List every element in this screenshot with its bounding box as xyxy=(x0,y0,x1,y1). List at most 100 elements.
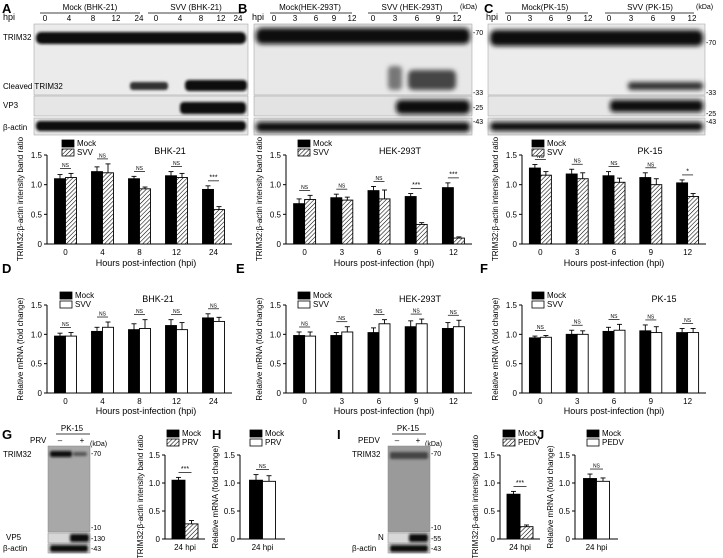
x-tick-label: 12 xyxy=(683,248,692,257)
significance-label: NS xyxy=(301,185,309,191)
significance-label: NS xyxy=(136,166,144,172)
x-tick-label: 24 xyxy=(209,248,218,257)
y-tick-label: 0.5 xyxy=(506,210,518,219)
x-tick-label: 0 xyxy=(538,397,543,406)
x-tick-label: 9 xyxy=(414,397,419,406)
bar xyxy=(66,178,77,244)
y-tick-label: 0 xyxy=(156,535,161,544)
y-axis-label: TRIM32:β-actin intensity band ratio xyxy=(491,136,500,261)
bar xyxy=(342,200,353,244)
lane-label: 9 xyxy=(436,14,441,23)
lane-label: 0 xyxy=(371,14,376,23)
significance-label: NS xyxy=(413,309,421,315)
bar xyxy=(405,327,416,393)
significance-label: NS xyxy=(647,314,655,320)
chart-e-mrna: 0 0.5 1.0 1.5 Relative mRNA (fold change) NS 0… xyxy=(255,291,472,416)
significance-label: NS xyxy=(173,309,181,315)
lane-label: 3 xyxy=(293,14,298,23)
legend-label: Mock xyxy=(313,291,333,300)
bar xyxy=(507,494,520,539)
y-tick-label: 0 xyxy=(38,240,43,249)
bar xyxy=(250,480,263,539)
legend-swatch xyxy=(62,140,74,147)
legend-swatch xyxy=(167,430,179,437)
bar xyxy=(566,174,577,244)
bar xyxy=(651,333,662,393)
legend-label: SVV xyxy=(75,300,92,309)
y-axis-label: TRIM32:β-actin intensity band ratio xyxy=(136,434,145,558)
x-tick-label: 9 xyxy=(649,397,654,406)
y-tick-label: 1.5 xyxy=(31,301,43,310)
y-tick-label: 1.0 xyxy=(149,479,161,488)
y-tick-label: 0.5 xyxy=(149,507,161,516)
hpi-label: hpi xyxy=(252,12,264,22)
bar xyxy=(603,176,614,244)
kda-marker: -10 xyxy=(91,525,101,532)
row-label: β-actin xyxy=(3,544,27,553)
bar xyxy=(203,318,214,393)
legend-label: Mock xyxy=(77,139,97,148)
row-label: VP5 xyxy=(6,533,22,542)
bar xyxy=(103,327,114,393)
bar xyxy=(584,479,597,539)
kda-marker: -70 xyxy=(706,40,716,47)
row-label: TRIM32 xyxy=(3,33,32,42)
y-axis-label: TRIM32:β-actin intensity band ratio xyxy=(471,434,480,558)
significance-label: NS xyxy=(537,325,545,331)
legend-label: Mock xyxy=(518,429,538,438)
y-tick-label: 1.5 xyxy=(506,301,518,310)
kda-label: (kDa) xyxy=(460,4,477,11)
significance-label: NS xyxy=(611,161,619,167)
lane-sign: + xyxy=(80,436,85,445)
lane-label: 4 xyxy=(67,14,72,23)
legend-swatch xyxy=(503,439,515,446)
x-tick-label: 9 xyxy=(414,248,419,257)
y-tick-label: 1.5 xyxy=(484,451,496,460)
significance-label: * xyxy=(686,168,689,175)
bar xyxy=(416,224,427,244)
y-tick-label: 0.5 xyxy=(270,210,282,219)
y-tick-label: 1.5 xyxy=(270,301,282,310)
legend-label: Mock xyxy=(182,429,202,438)
x-tick-label: 12 xyxy=(683,397,692,406)
x-tick-label: 0 xyxy=(302,397,307,406)
significance-label: NS xyxy=(301,321,309,327)
x-tick-label: 24 hpi xyxy=(586,543,608,552)
bar xyxy=(140,328,151,393)
lane-label: 0 xyxy=(272,14,277,23)
significance-label: NS xyxy=(338,316,346,322)
x-tick-label: 3 xyxy=(575,397,580,406)
row-label: N xyxy=(378,533,384,542)
kda-marker: -70 xyxy=(473,30,483,37)
bar xyxy=(597,481,610,539)
panel-label-e: E xyxy=(236,261,245,276)
x-tick-label: 0 xyxy=(63,397,68,406)
bar xyxy=(177,178,188,244)
kda-label: (kDa) xyxy=(696,4,713,11)
bar xyxy=(368,333,379,393)
y-tick-label: 0.5 xyxy=(31,210,43,219)
legend-swatch xyxy=(250,430,262,437)
legend-swatch xyxy=(62,149,74,156)
panel-label-h: H xyxy=(212,427,221,442)
x-tick-label: 3 xyxy=(340,397,345,406)
row-label: Cleaved TRIM32 xyxy=(3,82,63,91)
chart-title: PK-15 xyxy=(651,294,676,304)
x-tick-label: 24 hpi xyxy=(252,543,274,552)
significance-label: NS xyxy=(259,464,267,470)
y-tick-label: 1.0 xyxy=(484,479,496,488)
y-tick-label: 0 xyxy=(513,240,518,249)
y-tick-label: 1.5 xyxy=(559,451,571,460)
lane-label: 4 xyxy=(178,14,183,23)
panel-label-d: D xyxy=(2,261,11,276)
x-tick-label: 6 xyxy=(377,248,382,257)
x-tick-label: 4 xyxy=(100,248,105,257)
chart-c-quant: 00.51.01.5TRIM32:β-actin intensity band … xyxy=(491,136,706,268)
legend-label: PEDV xyxy=(602,438,624,447)
row-label: β-actin xyxy=(352,544,376,553)
legend-swatch xyxy=(298,292,310,299)
row-label: TRIM32 xyxy=(352,450,381,459)
legend-label: PRV xyxy=(182,438,199,447)
kda-marker: -70 xyxy=(431,451,441,458)
